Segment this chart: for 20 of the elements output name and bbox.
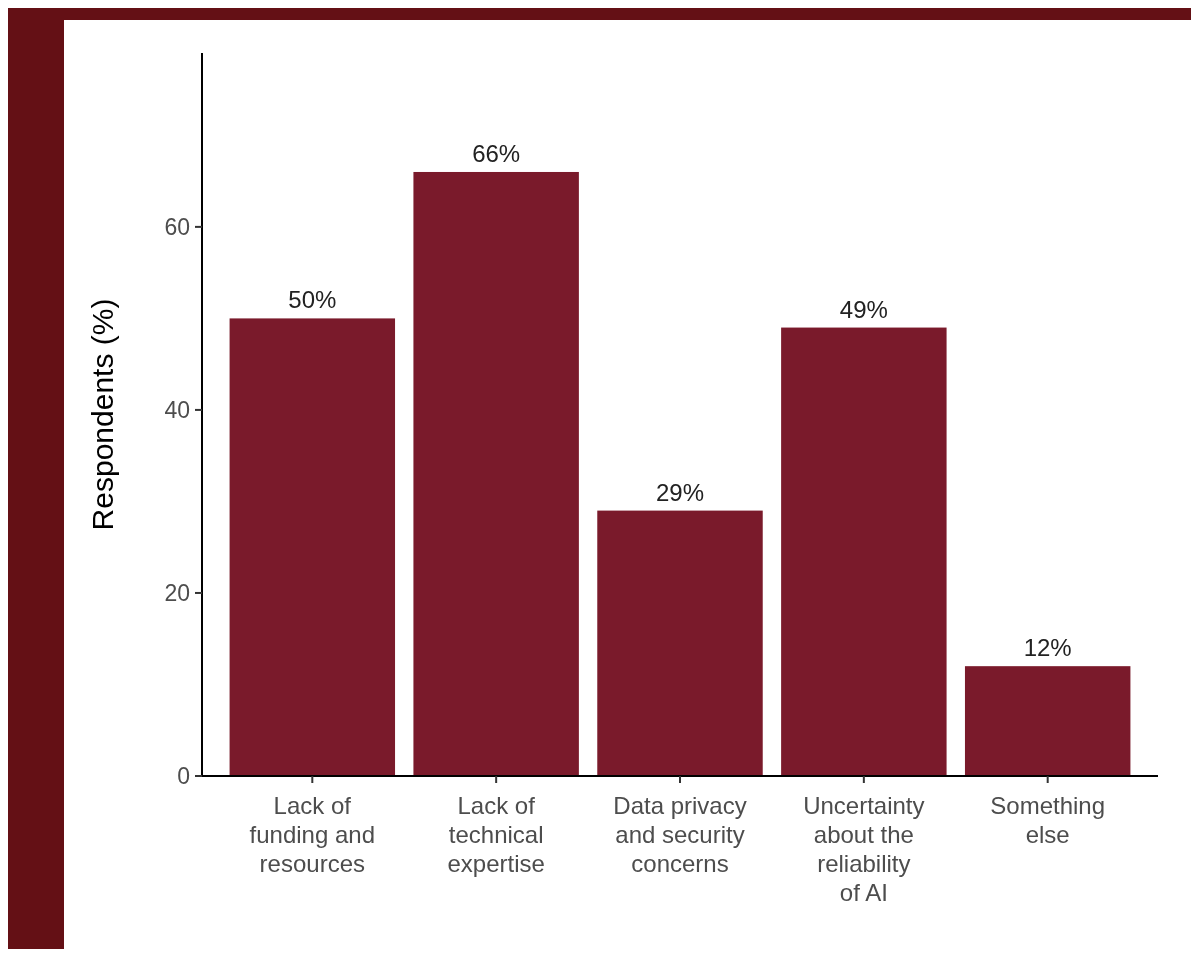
data-label: 29% bbox=[655, 478, 705, 506]
data-label: 49% bbox=[839, 295, 888, 323]
x-tick-label: Uncertainty about the reliability of AI bbox=[803, 792, 925, 906]
y-tick-label: 40 bbox=[164, 396, 190, 423]
y-axis-title: Respondents (%) bbox=[86, 298, 119, 531]
bar bbox=[597, 510, 763, 776]
x-tick-label: Data privacy and security concerns bbox=[613, 792, 747, 877]
y-tick-label: 0 bbox=[177, 763, 190, 790]
bar bbox=[413, 171, 579, 776]
data-label: 50% bbox=[288, 286, 337, 314]
data-label: 12% bbox=[1023, 634, 1072, 662]
x-tick-label: Lack of funding and resources bbox=[249, 792, 376, 877]
bar bbox=[964, 666, 1131, 776]
data-label: 66% bbox=[472, 139, 521, 167]
bar bbox=[781, 327, 947, 776]
x-tick-label: Something else bbox=[990, 792, 1106, 848]
bar bbox=[229, 318, 396, 776]
y-tick-label: 60 bbox=[164, 213, 190, 240]
y-tick-label: 20 bbox=[164, 580, 190, 607]
x-tick-label: Lack of technical expertise bbox=[447, 792, 545, 877]
